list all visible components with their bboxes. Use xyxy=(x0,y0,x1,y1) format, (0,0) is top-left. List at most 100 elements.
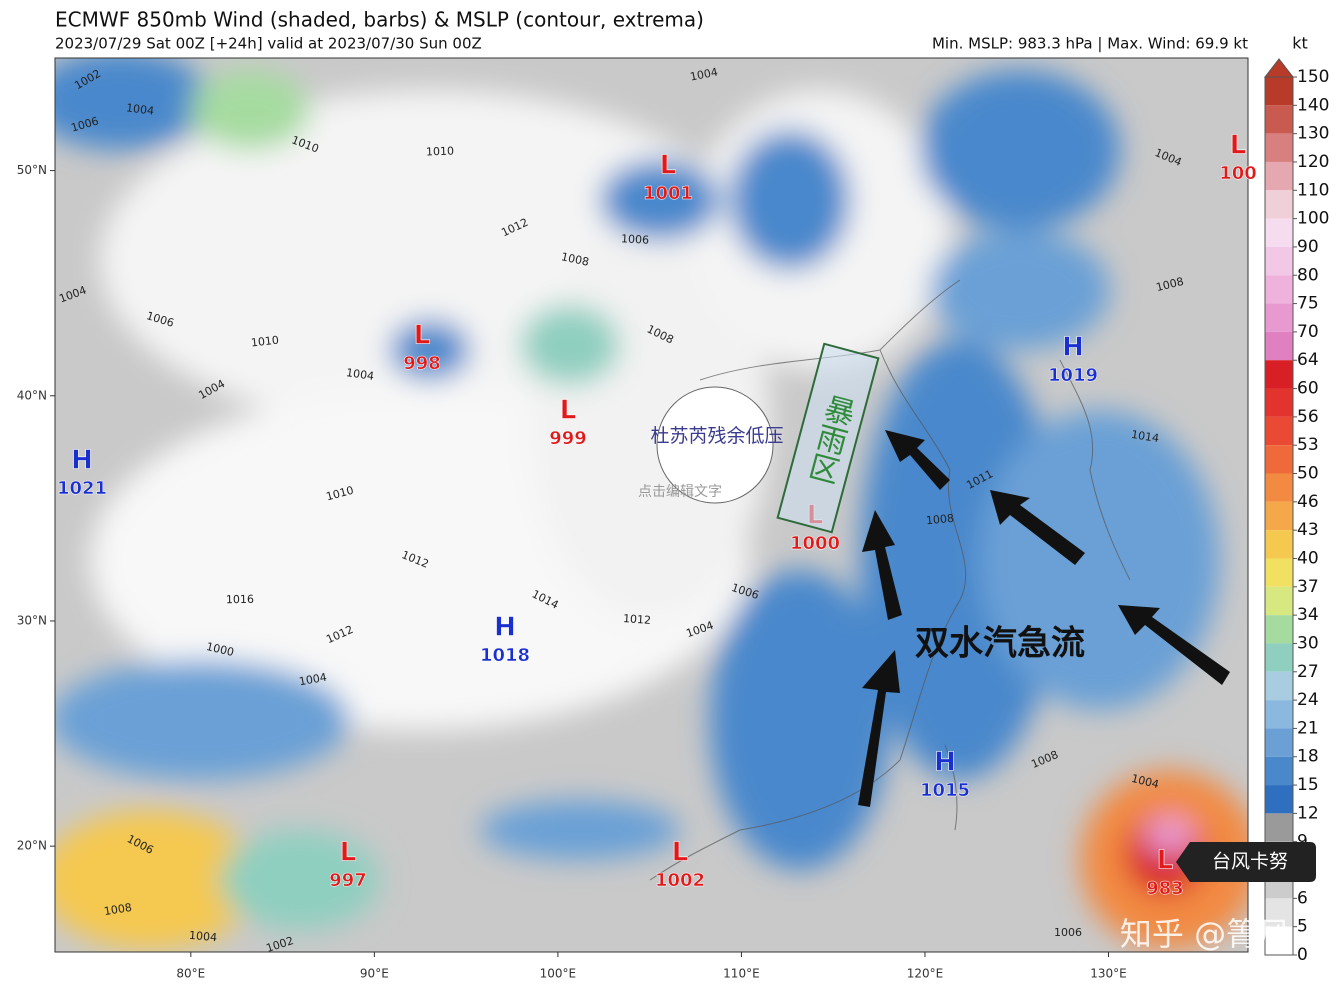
colorbar-label: 5 xyxy=(1297,917,1308,937)
title: ECMWF 850mb Wind (shaded, barbs) & MSLP … xyxy=(55,8,704,32)
colorbar-label: 53 xyxy=(1297,435,1319,455)
colorbar-band xyxy=(1265,360,1293,389)
arrow xyxy=(1118,605,1230,685)
colorbar-band xyxy=(1265,558,1293,587)
typhoon-label: 台风卡努 xyxy=(1212,851,1288,873)
subtitle: 2023/07/29 Sat 00Z [+24h] valid at 2023/… xyxy=(55,35,482,53)
center-value: 1015 xyxy=(920,780,970,801)
colorbar-band xyxy=(1265,473,1293,502)
y-tick-label: 20°N xyxy=(17,839,47,853)
colorbar-label: 0 xyxy=(1297,945,1308,965)
colorbar-label: 110 xyxy=(1297,180,1329,200)
colorbar-band xyxy=(1265,77,1293,106)
contour-label: 1000 xyxy=(205,640,235,659)
contour-label: 1014 xyxy=(1130,428,1160,445)
center-letter: H xyxy=(71,446,93,476)
contour-label: 1010 xyxy=(426,145,454,159)
contour-label: 1008 xyxy=(103,901,133,918)
colorbar-band xyxy=(1265,615,1293,644)
center-value: 983 xyxy=(1146,878,1184,899)
center-letter: H xyxy=(934,748,956,778)
colorbar-band xyxy=(1265,813,1293,842)
center-value: 999 xyxy=(549,428,587,449)
remnant-bubble xyxy=(656,386,774,504)
colorbar-label: 140 xyxy=(1297,95,1329,115)
jets-label: 双水汽急流 xyxy=(915,624,1085,664)
x-tick-label: 80°E xyxy=(176,967,205,981)
contour-label: 1004 xyxy=(298,671,328,689)
colorbar-band xyxy=(1265,218,1293,247)
colorbar-label: 34 xyxy=(1297,605,1319,625)
stats: Min. MSLP: 983.3 hPa | Max. Wind: 69.9 k… xyxy=(932,35,1248,53)
colorbar-band xyxy=(1265,926,1293,955)
center-value: 1021 xyxy=(57,478,107,499)
rain-zone-rect xyxy=(776,342,880,534)
colorbar-band xyxy=(1265,388,1293,417)
colorbar-band xyxy=(1265,898,1293,927)
colorbar-label: 50 xyxy=(1297,464,1319,484)
center-value: 100 xyxy=(1219,163,1257,184)
colorbar-label: 43 xyxy=(1297,520,1319,540)
colorbar-band xyxy=(1265,785,1293,814)
colorbar-label: 6 xyxy=(1297,888,1308,908)
center-letter: L xyxy=(414,321,431,351)
contour-label: 1004 xyxy=(125,101,154,117)
center-letter: L xyxy=(1230,131,1247,161)
colorbar-label: 56 xyxy=(1297,407,1319,427)
center-value: 998 xyxy=(403,353,441,374)
colorbar-band xyxy=(1265,303,1293,332)
center-letter: L xyxy=(340,838,357,868)
colorbar-label: 18 xyxy=(1297,747,1319,767)
contour-label: 1012 xyxy=(623,612,652,627)
y-tick-label: 40°N xyxy=(17,388,47,402)
arrow xyxy=(862,510,902,620)
remnant-label: 杜苏芮残余低压 xyxy=(650,425,783,447)
colorbar-label: 90 xyxy=(1297,237,1319,257)
colorbar-band xyxy=(1265,190,1293,219)
x-tick-label: 120°E xyxy=(907,967,944,981)
center-letter: L xyxy=(560,396,577,426)
arrow xyxy=(885,430,950,490)
colorbar-label: 12 xyxy=(1297,803,1319,823)
center-value: 1018 xyxy=(480,645,530,666)
contour-label: 1008 xyxy=(560,250,590,269)
contour-label: 1006 xyxy=(1054,926,1082,939)
center-value: 1019 xyxy=(1048,365,1098,386)
colorbar-label: 37 xyxy=(1297,577,1319,597)
colorbar-band xyxy=(1265,416,1293,446)
colorbar-label: 30 xyxy=(1297,633,1319,653)
center-letter: L xyxy=(660,151,677,181)
colorbar-cap xyxy=(1263,58,1295,78)
contour-label: 1004 xyxy=(345,366,375,383)
x-tick-label: 90°E xyxy=(360,967,389,981)
rain-zone-box: 暴雨区 xyxy=(776,342,880,534)
colorbar-label: 40 xyxy=(1297,548,1319,568)
colorbar-label: 24 xyxy=(1297,690,1319,710)
watermark: 知乎 @箐风 xyxy=(1120,915,1290,953)
colorbar-label: 21 xyxy=(1297,718,1319,738)
colorbar-label: 70 xyxy=(1297,322,1319,342)
y-tick-label: 30°N xyxy=(17,613,47,627)
center-value: 1001 xyxy=(643,183,693,204)
colorbar-label: 100 xyxy=(1297,209,1329,229)
contour-label: 1004 xyxy=(689,65,719,83)
colorbar-band xyxy=(1265,331,1293,361)
center-letter: H xyxy=(1062,333,1084,363)
arrow xyxy=(990,490,1085,565)
colorbar-label: 15 xyxy=(1297,775,1319,795)
colorbar-band xyxy=(1265,530,1293,559)
x-tick-label: 130°E xyxy=(1090,967,1127,981)
contour-label: 1004 xyxy=(189,929,218,944)
colorbar-band xyxy=(1265,161,1293,191)
contour-label: 1010 xyxy=(250,334,279,350)
contour-label: 1008 xyxy=(925,512,954,527)
colorbar-band xyxy=(1265,133,1293,162)
colorbar-band xyxy=(1265,445,1293,474)
center-letter: L xyxy=(672,838,689,868)
unit: kt xyxy=(1292,34,1308,53)
contour-label: 1016 xyxy=(226,593,254,606)
colorbar-label: 80 xyxy=(1297,265,1319,285)
annotations: 杜苏芮残余低压 暴雨区 双水汽急流 台风卡努 知乎 @箐风 点击编辑文字 xyxy=(638,342,1316,953)
y-tick-label: 50°N xyxy=(17,163,47,177)
